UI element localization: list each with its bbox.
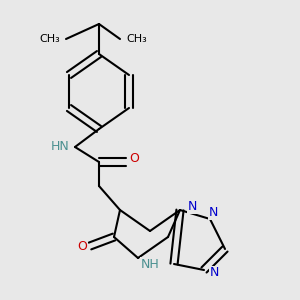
Text: CH₃: CH₃ <box>39 34 60 44</box>
Text: O: O <box>129 152 139 166</box>
Text: N: N <box>208 206 218 220</box>
Text: O: O <box>77 239 87 253</box>
Text: CH₃: CH₃ <box>126 34 147 44</box>
Text: N: N <box>210 266 219 280</box>
Text: N: N <box>188 200 197 214</box>
Text: NH: NH <box>141 257 160 271</box>
Text: HN: HN <box>50 140 69 154</box>
